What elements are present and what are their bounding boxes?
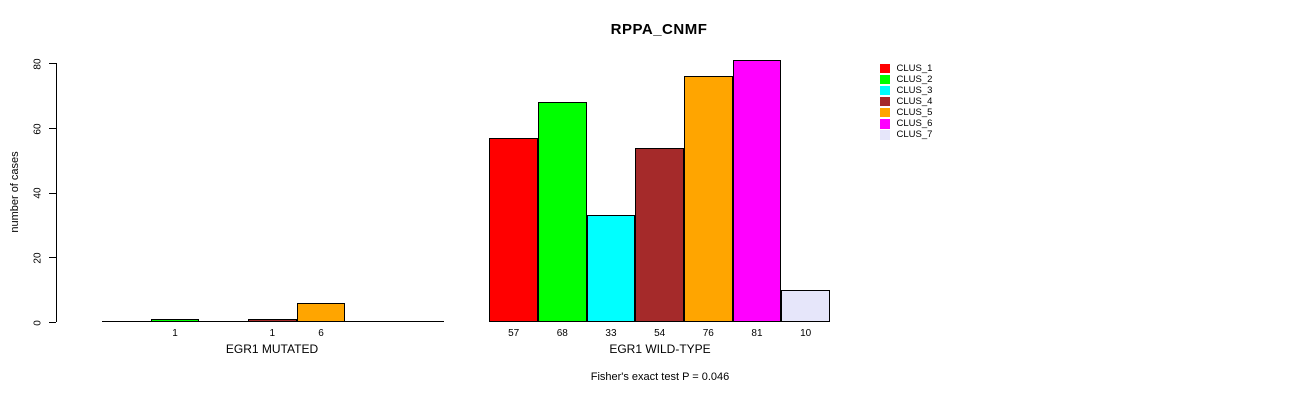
bar-value-label: 57: [508, 328, 520, 339]
legend-item-clus_3: CLUS_3: [880, 85, 932, 96]
legend-swatch-clus_2: [880, 74, 890, 85]
legend-swatch-clus_7: [880, 130, 890, 140]
legend-label: CLUS_2: [896, 74, 933, 86]
bar-clus_7: [781, 289, 830, 322]
legend-swatch-clus_1: [880, 63, 890, 74]
legend-item-clus_6: CLUS_6: [880, 118, 932, 129]
legend-item-clus_5: CLUS_5: [880, 107, 932, 118]
y-axis-label: number of cases: [9, 151, 21, 233]
legend-swatch-clus_6: [880, 119, 890, 129]
chart-title: RPPA_CNMF: [610, 21, 708, 38]
y-tick-label: 60: [32, 123, 44, 135]
y-tick-mark: [49, 192, 56, 194]
y-tick-label: 20: [32, 252, 44, 264]
bar-value-label: 54: [654, 328, 666, 339]
legend-swatch-clus_4: [880, 96, 890, 107]
legend-swatch-clus_5: [880, 107, 890, 118]
bar-value-label: 6: [318, 328, 324, 339]
bar-value-label: 1: [269, 328, 276, 339]
x-axis-label-wildtype: EGR1 WILD-TYPE: [609, 342, 711, 356]
bar-clus_6: [732, 60, 782, 322]
bar-value-label: 33: [605, 328, 617, 339]
legend-label: CLUS_1: [896, 63, 933, 74]
fisher-test-annotation: Fisher's exact test P = 0.046: [590, 371, 730, 383]
y-tick-mark: [49, 257, 56, 259]
bar-value-label: 76: [702, 328, 714, 339]
legend-label: CLUS_5: [896, 107, 933, 119]
bar-value-label: 68: [556, 328, 568, 339]
y-tick-mark: [49, 63, 56, 65]
bar-clus_4: [248, 318, 297, 322]
y-tick-mark: [49, 128, 56, 130]
bar-clus_3: [586, 215, 636, 322]
legend-item-clus_4: CLUS_4: [880, 96, 932, 107]
y-tick-label: 40: [32, 187, 44, 199]
bar-zero-clus_7: [394, 321, 444, 322]
y-axis-line: [56, 63, 57, 322]
bar-clus_5: [296, 302, 346, 322]
bar-clus_4: [635, 147, 684, 322]
bar-zero-clus_1: [102, 321, 152, 322]
legend-item-clus_1: CLUS_1: [880, 63, 932, 74]
bar-value-label: 10: [800, 328, 812, 339]
legend-item-clus_7: CLUS_7: [880, 129, 932, 140]
y-tick-label: 0: [32, 319, 44, 326]
bar-clus_5: [683, 76, 733, 322]
legend-label: CLUS_3: [896, 85, 933, 97]
bar-clus_2: [150, 318, 200, 322]
legend-label: CLUS_4: [896, 96, 933, 108]
legend-swatch-clus_3: [880, 85, 890, 96]
bar-clus_1: [489, 137, 538, 322]
x-axis-label-mutated: EGR1 MUTATED: [225, 342, 319, 356]
bar-zero-clus_6: [345, 321, 395, 322]
legend-item-clus_2: CLUS_2: [880, 74, 932, 85]
bar-zero-clus_3: [199, 321, 249, 322]
bar-value-label: 81: [751, 328, 763, 339]
bar-value-label: 1: [172, 328, 178, 339]
bar-clus_2: [537, 102, 587, 322]
legend-label: CLUS_6: [896, 118, 933, 130]
legend-label: CLUS_7: [896, 129, 933, 141]
y-tick-label: 80: [32, 58, 44, 70]
y-tick-mark: [49, 322, 56, 323]
